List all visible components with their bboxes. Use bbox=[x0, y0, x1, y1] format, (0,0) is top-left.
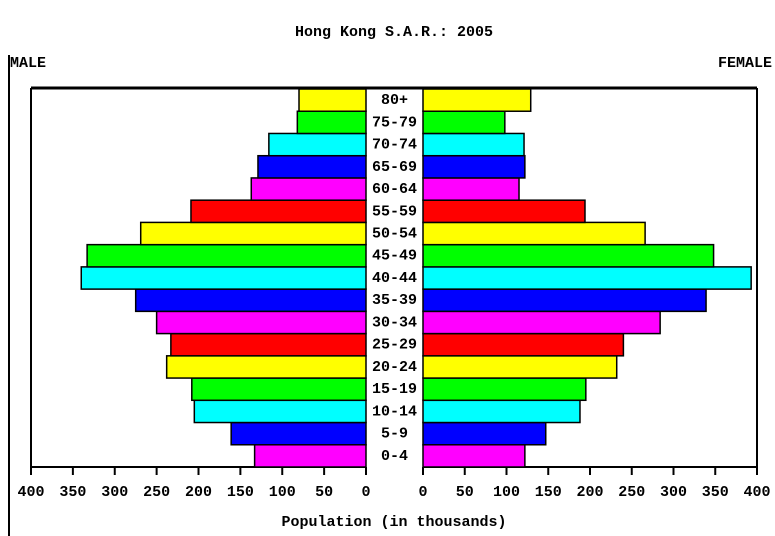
age-label: 30-34 bbox=[372, 314, 417, 331]
x-tick-label: 350 bbox=[702, 484, 729, 501]
male-bar bbox=[253, 444, 367, 468]
male-bar bbox=[296, 110, 367, 135]
right-label: FEMALE bbox=[718, 55, 772, 72]
x-tick-label: 400 bbox=[743, 484, 770, 501]
x-tick-label: 300 bbox=[101, 484, 128, 501]
female-bar bbox=[422, 288, 707, 313]
x-tick-label: 150 bbox=[227, 484, 254, 501]
male-bar bbox=[257, 154, 367, 179]
female-bar bbox=[422, 110, 506, 135]
x-tick-label: 0 bbox=[361, 484, 370, 501]
male-bar bbox=[165, 355, 367, 379]
x-tick-label: 100 bbox=[269, 484, 296, 501]
x-tick-label: 300 bbox=[660, 484, 687, 501]
female-bar bbox=[422, 132, 525, 157]
x-tick-label: 250 bbox=[143, 484, 170, 501]
male-bar bbox=[193, 399, 367, 424]
female-bar bbox=[422, 243, 715, 268]
male-bar bbox=[80, 266, 367, 290]
age-label: 40-44 bbox=[372, 270, 417, 287]
male-bar bbox=[250, 177, 367, 201]
male-bar bbox=[139, 221, 367, 246]
male-bar bbox=[134, 288, 367, 313]
male-bar bbox=[190, 199, 367, 224]
age-label: 65-69 bbox=[372, 159, 417, 176]
female-bar bbox=[422, 310, 661, 335]
female-bar bbox=[422, 266, 752, 290]
x-tick-label: 50 bbox=[456, 484, 474, 501]
male-bar bbox=[230, 421, 367, 446]
age-label: 25-29 bbox=[372, 337, 417, 354]
male-bar bbox=[155, 310, 367, 335]
age-label: 15-19 bbox=[372, 381, 417, 398]
female-bar bbox=[422, 355, 618, 379]
male-bar bbox=[170, 332, 367, 357]
x-tick-label: 50 bbox=[315, 484, 333, 501]
age-label: 45-49 bbox=[372, 248, 417, 265]
female-bar bbox=[422, 154, 526, 179]
female-bar bbox=[422, 399, 581, 424]
x-tick-label: 0 bbox=[418, 484, 427, 501]
female-bar bbox=[422, 177, 520, 201]
age-label: 5-9 bbox=[381, 426, 408, 443]
female-bar bbox=[422, 421, 547, 446]
x-tick-label: 150 bbox=[535, 484, 562, 501]
female-bar bbox=[422, 88, 532, 112]
female-bar bbox=[422, 199, 586, 224]
x-tick-label: 200 bbox=[576, 484, 603, 501]
male-bar bbox=[268, 132, 367, 157]
female-bar bbox=[422, 332, 625, 357]
left-label: MALE bbox=[10, 55, 46, 72]
age-label: 55-59 bbox=[372, 203, 417, 220]
age-label: 10-14 bbox=[372, 403, 417, 420]
x-tick-label: 200 bbox=[185, 484, 212, 501]
age-label: 20-24 bbox=[372, 359, 417, 376]
female-bar bbox=[422, 377, 587, 402]
chart-title: Hong Kong S.A.R.: 2005 bbox=[295, 24, 493, 41]
age-label: 0-4 bbox=[381, 448, 408, 465]
female-bar bbox=[422, 221, 646, 246]
age-label: 75-79 bbox=[372, 114, 417, 131]
x-axis-label: Population (in thousands) bbox=[281, 514, 506, 531]
female-bar bbox=[422, 444, 526, 468]
age-label: 50-54 bbox=[372, 225, 417, 242]
x-tick-label: 250 bbox=[618, 484, 645, 501]
age-label: 80+ bbox=[381, 92, 408, 109]
male-bar bbox=[298, 88, 367, 112]
age-label: 35-39 bbox=[372, 292, 417, 309]
x-tick-label: 100 bbox=[493, 484, 520, 501]
age-label: 70-74 bbox=[372, 137, 417, 154]
x-tick-label: 400 bbox=[17, 484, 44, 501]
x-tick-label: 350 bbox=[59, 484, 86, 501]
male-bar bbox=[191, 377, 367, 402]
male-bar bbox=[86, 243, 367, 268]
age-label: 60-64 bbox=[372, 181, 417, 198]
